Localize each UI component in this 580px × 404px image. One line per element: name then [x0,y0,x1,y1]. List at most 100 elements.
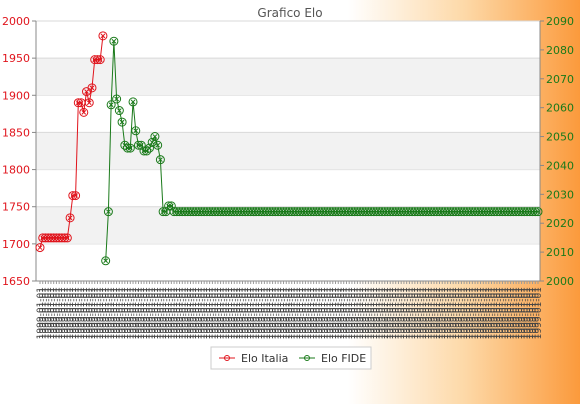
x-tick-label: 1999-01-01 [271,287,281,339]
x-tick-label: 1999-01-01 [186,287,196,339]
data-point [528,207,538,217]
x-tick-label: 1999-01-01 [496,287,506,339]
x-tick-label: 1999-01-01 [214,287,224,339]
x-tick-label: 1999-01-01 [529,287,539,339]
x-tick-label: 1999-01-01 [148,287,158,339]
point-cross [97,57,103,62]
data-point [147,137,157,147]
x-tick-label: 1999-01-01 [509,287,519,339]
x-tick-label: 1999-01-01 [468,287,478,339]
point-cross [168,203,174,209]
x-tick-label: 1999-01-01 [41,287,51,339]
x-tick-label: 1999-01-01 [384,287,394,339]
series-1 [35,31,108,253]
x-tick-label: 1999-01-01 [61,287,71,339]
x-tick-label: 1999-01-01 [304,287,314,339]
x-tick-label: 1999-01-01 [487,287,497,339]
x-tick-label: 1999-01-01 [405,287,415,339]
x-tick-label: 1999-01-01 [373,287,383,339]
data-point [62,233,72,243]
data-point [95,55,105,65]
right-axis-ticks: 2000 2010 2020 2030 2040 2050 2060 2070 2080 2090 [540,15,574,288]
x-tick-label: 1999-01-01 [255,287,265,339]
x-tick-label: 1999-01-01 [115,287,125,339]
plot-background [36,20,540,281]
x-tick-label: 1999-01-01 [441,287,451,339]
point-cross [158,157,163,163]
x-tick-label: 1999-01-01 [225,287,235,339]
point-cross [119,119,125,125]
x-tick-label: 1999-01-01 [47,287,57,339]
data-point [92,55,102,65]
x-tick-label: 1999-01-01 [274,287,284,339]
x-tick-label: 1999-01-01 [293,287,303,339]
data-point [158,207,168,217]
left-tick-label: 1750 [2,201,30,214]
left-tick-label: 1650 [2,275,30,288]
point-cross [147,145,152,151]
x-tick-label: 1999-01-01 [162,287,172,339]
x-tick-label: 1999-01-01 [203,287,213,339]
x-tick-label: 1999-01-01 [351,287,361,339]
data-point [101,256,111,266]
x-tick-label: 1999-01-01 [435,287,445,339]
data-point [98,31,108,41]
data-point [60,233,70,243]
x-tick-label: 1999-01-01 [449,287,459,339]
x-tick-label: 1999-01-01 [184,287,194,339]
point-cross [149,139,155,145]
left-tick-label: 2000 [2,15,30,28]
x-tick-label: 1999-01-01 [394,287,404,339]
x-tick-label: 1999-01-01 [252,287,262,339]
left-tick-label: 1800 [2,164,30,177]
x-tick-label: 1999-01-01 [518,287,528,339]
x-tick-label: 1999-01-01 [340,287,350,339]
data-point [65,213,75,223]
x-tick-label: 1999-01-01 [315,287,325,339]
x-tick-label: 1999-01-01 [208,287,218,339]
x-tick-label: 1999-01-01 [507,287,517,339]
x-tick-label: 1999-01-01 [408,287,418,339]
data-point [117,117,127,127]
data-point [142,146,152,156]
right-tick-label: 2020 [546,217,574,230]
left-tick-label: 1950 [2,52,30,65]
data-point [153,140,163,150]
x-tick-label: 1999-01-01 [236,287,246,339]
data-point [155,155,165,165]
x-tick-label: 1999-01-01 [189,287,199,339]
x-tick-label: 1999-01-01 [110,287,120,339]
x-tick-label: 1999-01-01 [211,287,221,339]
x-tick-label: 1999-01-01 [93,287,103,339]
point-cross [111,38,117,44]
x-tick-label: 1999-01-01 [425,287,435,339]
x-tick-label: 1999-01-01 [58,287,68,339]
x-tick-label: 1999-01-01 [378,287,388,339]
data-point [114,106,124,116]
x-tick-label: 1999-01-01 [129,287,139,339]
x-tick-label: 1999-01-01 [326,287,336,339]
x-tick-label: 1999-01-01 [63,287,73,339]
x-tick-label: 1999-01-01 [219,287,229,339]
x-tick-label: 1999-01-01 [244,287,254,339]
data-point [128,97,138,107]
point-cross [81,110,87,115]
x-tick-label: 1999-01-01 [474,287,484,339]
x-tick-label: 1999-01-01 [167,287,177,339]
x-tick-label: 1999-01-01 [222,287,232,339]
x-tick-label: 1999-01-01 [200,287,210,339]
point-cross [100,33,106,39]
x-tick-label: 1999-01-01 [181,287,191,339]
x-tick-label: 1999-01-01 [485,287,495,339]
x-tick-label: 1999-01-01 [260,287,270,339]
data-point [109,36,119,46]
x-tick-label: 1999-01-01 [482,287,492,339]
x-tick-label: 1999-01-01 [36,287,46,339]
x-tick-label: 1999-01-01 [403,287,413,339]
left-axis-ticks: 1650 1700 1750 1800 1850 1900 1950 2000 [2,15,36,288]
data-point [68,191,78,201]
data-point [71,191,81,201]
x-tick-label: 1999-01-01 [91,287,101,339]
data-point [73,98,83,108]
